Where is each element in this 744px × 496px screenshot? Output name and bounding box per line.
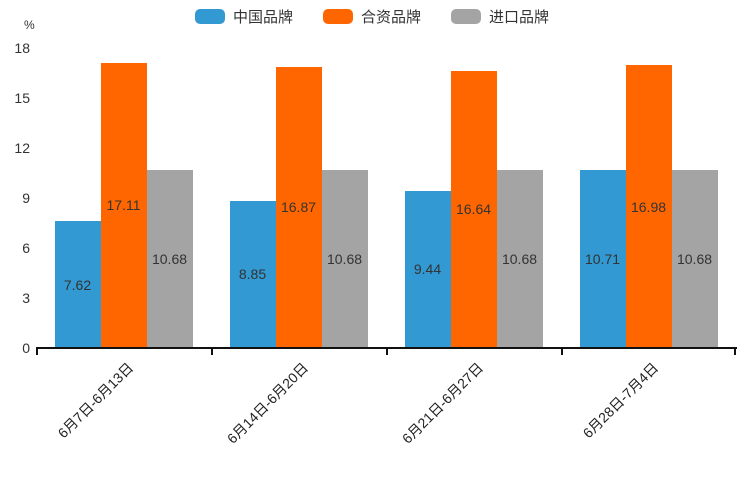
x-axis-category-label: 6月28日-7月4日 — [579, 359, 662, 442]
bar-value-label: 16.87 — [280, 199, 317, 216]
bar-进口品牌[interactable]: 10.68 — [321, 170, 368, 348]
legend-item-进口品牌[interactable]: 进口品牌 — [451, 6, 549, 27]
bar-进口品牌[interactable]: 10.68 — [146, 170, 193, 348]
bar-value-label: 10.71 — [584, 250, 621, 267]
legend-label: 进口品牌 — [489, 9, 550, 26]
x-axis-tick — [36, 349, 38, 355]
bar-value-label: 10.68 — [501, 251, 538, 267]
bar-value-label: 17.11 — [106, 197, 141, 214]
bar-进口品牌[interactable]: 10.68 — [671, 170, 718, 348]
bar-group: 9.44 16.64 10.68 — [386, 48, 561, 348]
bar-中国品牌[interactable]: 8.85 — [229, 200, 276, 348]
bar-value-label: 16.98 — [630, 198, 667, 215]
legend-swatch-icon — [451, 9, 481, 24]
x-axis-category-label: 6月14日-6月20日 — [223, 359, 312, 447]
x-axis-tick — [386, 349, 388, 355]
y-axis-tick-label: 12 — [14, 140, 30, 156]
chart-legend: 中国品牌 合资品牌 进口品牌 — [0, 6, 744, 27]
x-axis-line — [36, 347, 737, 349]
bar-group: 8.85 16.87 10.68 — [211, 48, 386, 348]
y-axis-tick-label: 15 — [14, 90, 30, 106]
x-axis-category-label: 6月21日-6月27日 — [398, 359, 487, 447]
bar-进口品牌[interactable]: 10.68 — [496, 170, 543, 348]
bar-value-label: 7.62 — [63, 276, 92, 293]
y-axis-tick-label: 0 — [22, 340, 30, 356]
x-axis-tick — [211, 349, 213, 355]
legend-swatch-icon — [194, 9, 225, 24]
legend-swatch-icon — [322, 9, 353, 24]
bar-合资品牌[interactable]: 16.64 — [450, 70, 497, 348]
legend-item-合资品牌[interactable]: 合资品牌 — [322, 6, 421, 27]
y-axis-tick-label: 3 — [22, 290, 30, 306]
bar-中国品牌[interactable]: 10.71 — [579, 169, 626, 348]
bar-value-label: 16.64 — [455, 201, 492, 218]
y-axis-tick-label: 6 — [22, 240, 30, 256]
plot-area: 7.62 17.11 10.68 8.85 16.87 10.68 9.44 16.64 10.… — [36, 48, 736, 348]
bar-group: 10.71 16.98 10.68 — [561, 48, 736, 348]
bar-合资品牌[interactable]: 16.87 — [275, 66, 322, 348]
bar-合资品牌[interactable]: 16.98 — [625, 65, 672, 348]
legend-item-中国品牌[interactable]: 中国品牌 — [194, 6, 293, 27]
bar-group: 7.62 17.11 10.68 — [36, 48, 211, 348]
y-axis-unit-label: % — [24, 18, 35, 32]
bar-中国品牌[interactable]: 9.44 — [404, 190, 451, 348]
bar-合资品牌[interactable]: 17.11 — [100, 62, 147, 348]
bar-value-label: 9.44 — [413, 261, 442, 278]
bar-value-label: 10.68 — [151, 251, 188, 267]
bar-中国品牌[interactable]: 7.62 — [54, 221, 101, 348]
legend-label: 合资品牌 — [360, 9, 421, 26]
x-axis-category-label: 6月7日-6月13日 — [54, 359, 137, 442]
y-axis-tick-label: 9 — [22, 190, 30, 206]
y-axis-tick-label: 18 — [14, 40, 30, 56]
bar-value-label: 10.68 — [326, 251, 363, 267]
bar-value-label: 10.68 — [676, 251, 713, 267]
bar-value-label: 8.85 — [238, 266, 267, 283]
x-axis-tick — [734, 349, 736, 355]
legend-label: 中国品牌 — [232, 9, 293, 26]
x-axis-tick — [561, 349, 563, 355]
